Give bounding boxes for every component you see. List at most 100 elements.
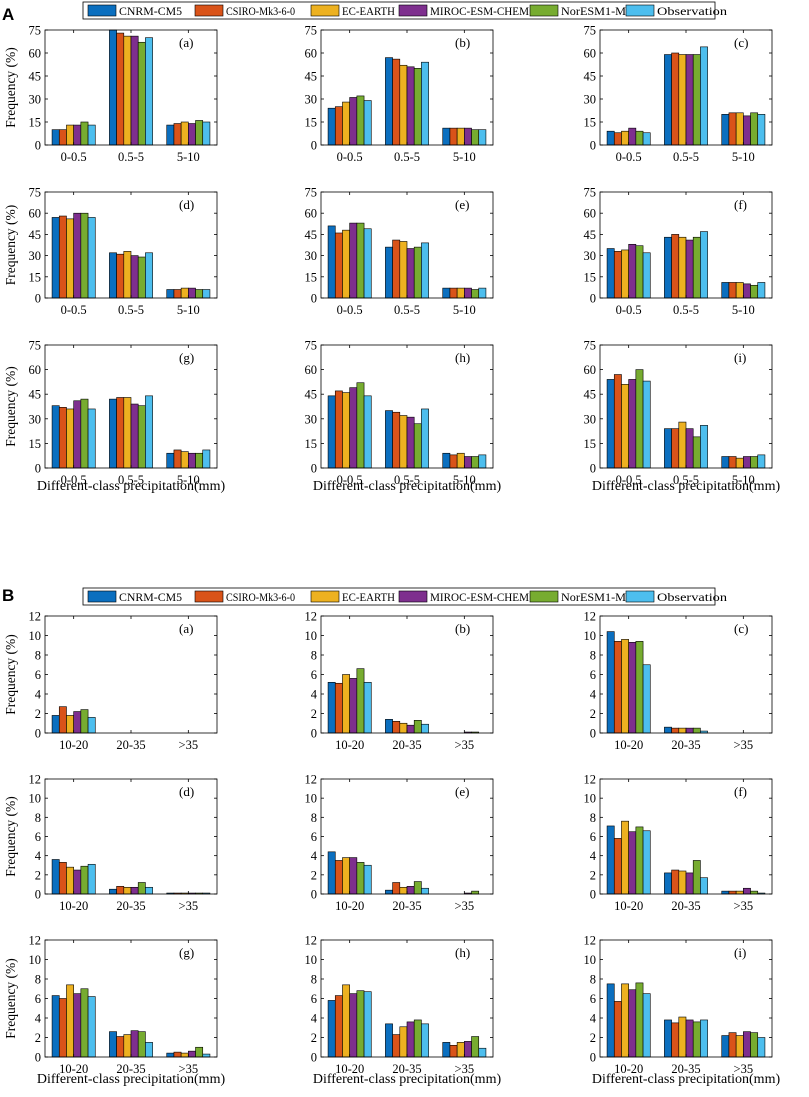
y-tick-label: 10 bbox=[29, 953, 42, 967]
y-tick-label: 15 bbox=[584, 437, 597, 451]
bar bbox=[356, 95, 365, 146]
y-axis-label: Frequency (%) bbox=[3, 796, 18, 877]
bar bbox=[349, 857, 358, 895]
y-tick-label: 15 bbox=[305, 116, 318, 130]
legend-label: NorESM1-M bbox=[561, 4, 626, 18]
legend: CNRM-CM5 CSIRO-Mk3-6-0 EC-EARTH MIROC-ESM-C… bbox=[82, 587, 727, 606]
bar bbox=[464, 1041, 472, 1058]
y-tick-label: 75 bbox=[305, 339, 318, 353]
y-tick-label: 4 bbox=[311, 688, 318, 702]
x-tick-label: 0.5-5 bbox=[394, 150, 420, 164]
y-tick-label: 45 bbox=[305, 70, 318, 84]
bar bbox=[664, 54, 672, 146]
y-tick-label: 10 bbox=[305, 953, 318, 967]
y-tick-label: 8 bbox=[35, 649, 41, 663]
y-tick-label: 2 bbox=[590, 707, 596, 721]
subplot-c: 0 2 4 6 8 10 12 10-20 20-35 >35 (c) bbox=[584, 610, 773, 752]
bar bbox=[327, 1000, 336, 1058]
x-tick-label: 5-10 bbox=[732, 150, 755, 164]
x-tick-label: 0.5-5 bbox=[673, 303, 699, 317]
bar bbox=[342, 674, 350, 734]
bar bbox=[109, 252, 117, 299]
bar bbox=[678, 236, 687, 299]
y-tick-label: 45 bbox=[584, 388, 597, 402]
bar bbox=[363, 681, 372, 734]
y-tick-label: 8 bbox=[35, 811, 41, 825]
bar bbox=[628, 127, 637, 146]
bar bbox=[700, 1019, 708, 1058]
y-tick-label: 0 bbox=[311, 727, 317, 741]
bar bbox=[471, 1036, 480, 1058]
bar bbox=[685, 727, 694, 734]
bar bbox=[471, 289, 480, 299]
y-tick-label: 45 bbox=[584, 228, 597, 242]
bar bbox=[80, 212, 89, 299]
bar bbox=[66, 218, 74, 299]
y-tick-label: 0 bbox=[35, 1051, 41, 1065]
bar bbox=[145, 395, 153, 469]
y-tick-label: 2 bbox=[35, 707, 41, 721]
y-tick-label: 15 bbox=[305, 270, 318, 284]
bar bbox=[613, 374, 622, 469]
y-tick-label: 30 bbox=[29, 93, 42, 107]
bar bbox=[721, 282, 730, 299]
bar bbox=[642, 830, 651, 895]
bar bbox=[750, 112, 759, 146]
x-tick-label: 5-10 bbox=[177, 303, 200, 317]
bar bbox=[123, 35, 132, 146]
subplot-c: 0 15 30 45 60 75 0-0.5 0.5-5 5-10 (c) bbox=[584, 24, 773, 164]
x-tick-label: >35 bbox=[179, 899, 199, 913]
bar bbox=[58, 862, 67, 895]
y-tick-label: 2 bbox=[311, 868, 317, 882]
bar bbox=[116, 253, 125, 299]
bar bbox=[685, 1019, 694, 1058]
bar bbox=[421, 1023, 429, 1058]
bar bbox=[406, 1021, 415, 1058]
bar bbox=[613, 641, 622, 734]
subplot-label: (g) bbox=[179, 350, 194, 365]
x-tick-label: 0.5-5 bbox=[673, 150, 699, 164]
bar bbox=[399, 64, 408, 146]
bar bbox=[728, 112, 737, 146]
bar bbox=[58, 998, 67, 1058]
y-tick-label: 15 bbox=[584, 270, 597, 284]
legend-label: Observation bbox=[657, 590, 727, 604]
bar bbox=[678, 870, 687, 895]
bar bbox=[87, 717, 96, 734]
y-tick-label: 60 bbox=[584, 363, 597, 377]
subplot-i: 0 15 30 45 60 75 0-0.5 0.5-5 5-10 (i) bbox=[584, 339, 773, 487]
x-tick-label: >35 bbox=[734, 899, 754, 913]
x-tick-label: 20-35 bbox=[116, 738, 145, 752]
bar bbox=[334, 390, 343, 469]
bar bbox=[180, 1052, 189, 1058]
bar bbox=[728, 456, 737, 469]
bar bbox=[202, 289, 211, 299]
subplot-a: 0 2 4 6 8 10 12 10-20 20-35 >35 (a) Frequency (%) bbox=[3, 610, 218, 752]
subplot-d: 0 15 30 45 60 75 0-0.5 0.5-5 5-10 (d) Frequency (%… bbox=[3, 186, 218, 317]
bar bbox=[642, 664, 651, 734]
panel-letter: B bbox=[2, 586, 14, 605]
bar bbox=[471, 456, 480, 469]
bar bbox=[721, 456, 730, 469]
bar bbox=[449, 1045, 458, 1058]
bar bbox=[692, 436, 701, 469]
y-tick-label: 2 bbox=[590, 1031, 596, 1045]
bar bbox=[700, 425, 708, 469]
bar bbox=[664, 236, 672, 299]
subplot-label: (i) bbox=[734, 350, 746, 365]
y-tick-label: 45 bbox=[29, 70, 42, 84]
bar bbox=[406, 66, 415, 146]
bar bbox=[743, 1031, 751, 1058]
bar bbox=[73, 400, 82, 469]
x-tick-label: 0-0.5 bbox=[337, 150, 363, 164]
bar bbox=[116, 32, 125, 146]
y-tick-label: 30 bbox=[29, 249, 42, 263]
bar bbox=[123, 251, 132, 299]
bar bbox=[202, 449, 211, 469]
y-tick-label: 4 bbox=[35, 1012, 42, 1026]
bar bbox=[757, 1037, 766, 1058]
bar bbox=[130, 1030, 139, 1058]
panel-letter: A bbox=[2, 5, 14, 24]
bar bbox=[621, 983, 629, 1058]
x-tick-label: >35 bbox=[455, 899, 475, 913]
